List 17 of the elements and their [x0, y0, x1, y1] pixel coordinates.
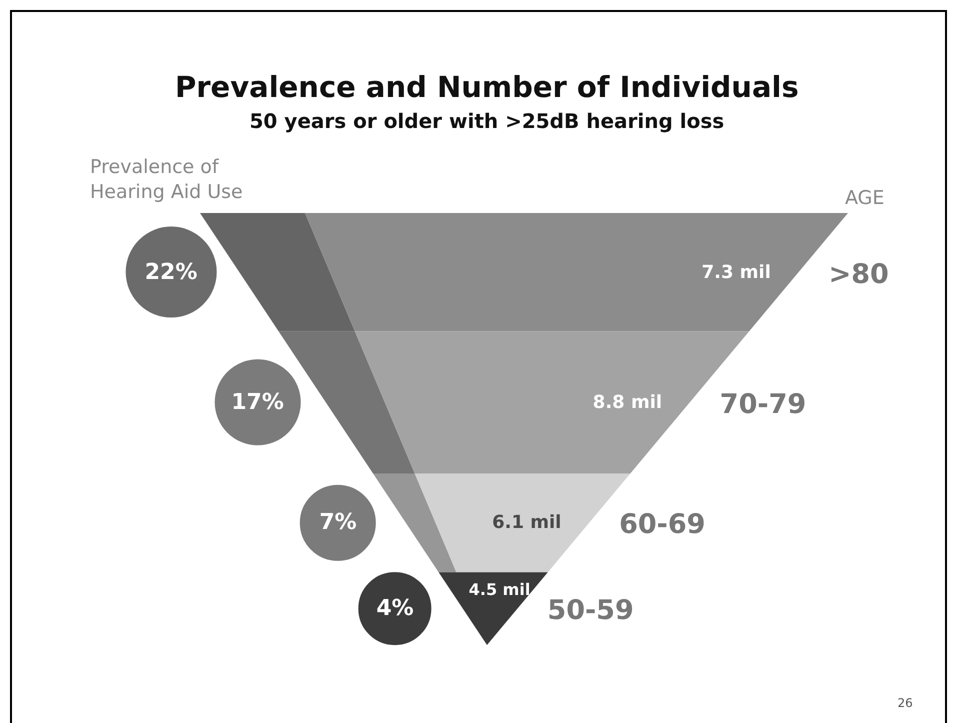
text: Prevalence and Number of Individuals: [175, 70, 799, 104]
data-label: 6.1 mil: [492, 512, 562, 534]
data-label: 4.5 mil: [468, 580, 530, 599]
category-label: 50-59: [547, 595, 634, 626]
text: AGE: [845, 187, 884, 209]
data-label: 17%: [231, 390, 284, 415]
data-label: 22%: [144, 260, 198, 285]
category-label: >80: [828, 258, 889, 290]
text: 26: [898, 696, 913, 710]
data-label: 7%: [319, 510, 357, 536]
text: Prevalence of Hearing Aid Use: [90, 154, 244, 206]
data-label: 8.8 mil: [592, 392, 662, 413]
text: 50 years or older with >25dB hearing loss: [250, 109, 724, 133]
category-label: 60-69: [619, 509, 706, 540]
category-label: 70-79: [720, 388, 806, 420]
data-label: 7.3 mil: [702, 262, 771, 283]
data-label: 4%: [376, 596, 414, 622]
